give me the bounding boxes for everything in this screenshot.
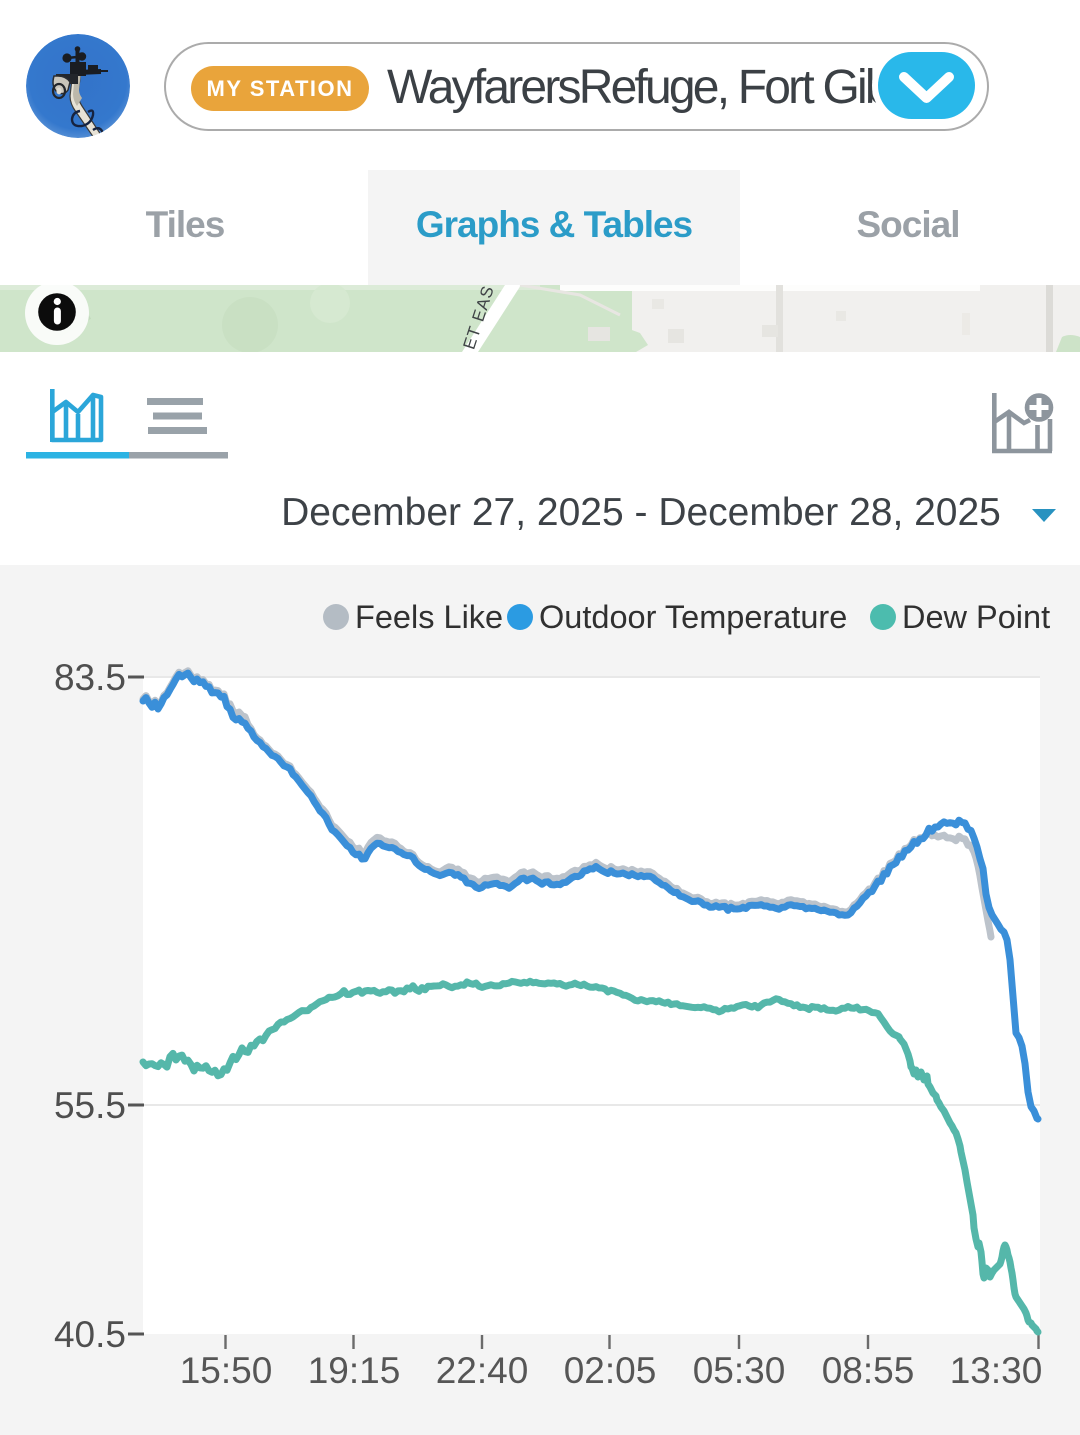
- svg-text:05:30: 05:30: [693, 1350, 786, 1391]
- svg-text:Feels Like: Feels Like: [355, 599, 503, 635]
- svg-text:02:05: 02:05: [564, 1350, 657, 1391]
- svg-text:55.5: 55.5: [54, 1085, 126, 1126]
- svg-text:08:55: 08:55: [822, 1350, 915, 1391]
- svg-text:Outdoor Temperature: Outdoor Temperature: [539, 599, 847, 635]
- svg-text:Dew Point: Dew Point: [902, 599, 1050, 635]
- svg-text:15:50: 15:50: [180, 1350, 273, 1391]
- svg-text:83.5: 83.5: [54, 657, 126, 698]
- svg-text:40.5: 40.5: [54, 1314, 126, 1355]
- svg-text:22:40: 22:40: [436, 1350, 529, 1391]
- svg-text:13:30: 13:30: [950, 1350, 1043, 1391]
- svg-text:19:15: 19:15: [308, 1350, 401, 1391]
